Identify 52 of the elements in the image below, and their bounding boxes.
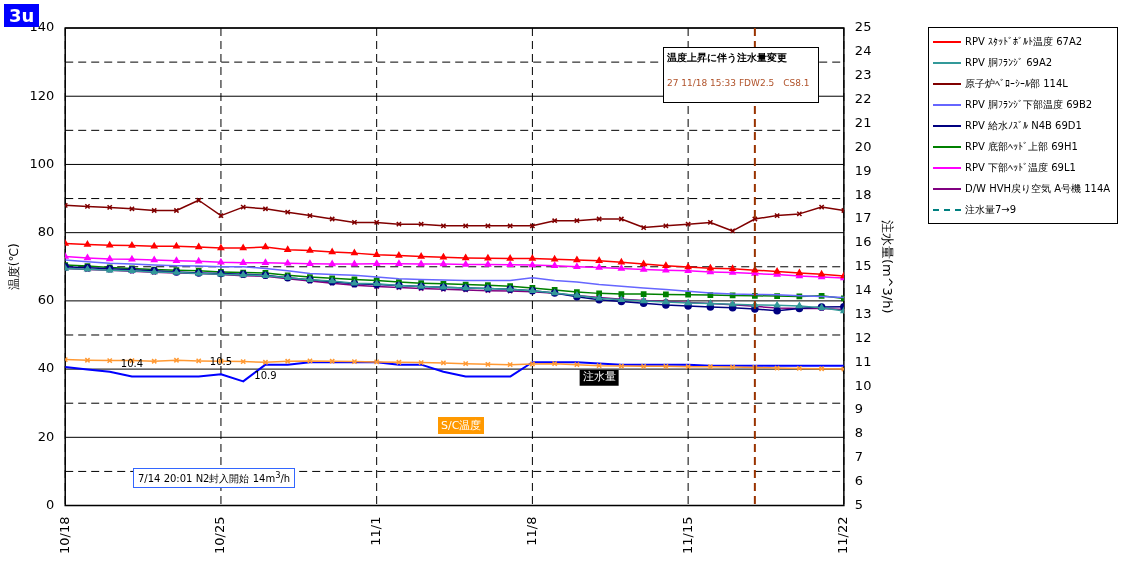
y2-tick-label: 10 (854, 377, 872, 393)
y-tick-label: 20 (37, 428, 55, 444)
legend-label: RPV ｽﾀｯﾄﾞﾎﾞﾙﾄ温度 67A2 (965, 34, 1083, 49)
y2-tick-label: 21 (854, 114, 872, 130)
y-tick-label: 40 (37, 360, 55, 376)
annotation: 注水量 (582, 370, 616, 384)
legend-label: RPV 胴ﾌﾗﾝｼﾞ下部温度 69B2 (965, 97, 1093, 112)
y2-tick-label: 22 (854, 91, 872, 107)
y2-tick-label: 17 (854, 210, 872, 226)
y2-tick-label: 6 (854, 473, 864, 489)
y2-tick-label: 19 (854, 162, 872, 178)
x-tick-label: 10/18 (56, 516, 72, 554)
y-tick-label: 60 (37, 292, 55, 308)
legend-label: D/W HVH戻り空気 A号機 114A (965, 181, 1111, 196)
annotation: 温度上昇に伴う注水量変更 (667, 51, 788, 65)
y-tick-label: 80 (37, 224, 55, 240)
y2-tick-label: 11 (854, 353, 872, 369)
y2-tick-label: 25 (854, 19, 872, 35)
y-tick-label: 100 (29, 155, 55, 171)
x-tick-label: 11/8 (523, 516, 539, 546)
annotation: S/C温度 (438, 417, 485, 434)
y2-tick-label: 12 (854, 329, 872, 345)
x-tick-label: 11/15 (679, 516, 695, 554)
legend-label: RPV 底部ﾍｯﾄﾞ上部 69H1 (965, 139, 1078, 154)
y2-tick-label: 5 (854, 496, 864, 512)
y-tick-label: 120 (29, 87, 55, 103)
legend-label: 注水量7→9 (965, 202, 1017, 217)
y2-axis-title: 注水量(m^3/h) (879, 219, 895, 314)
y-tick-label: 0 (45, 496, 55, 512)
data-label: 10.9 (254, 370, 277, 382)
annotation: 27 11/18 15:33 FDW2.5 CS8.1 (667, 77, 811, 90)
y2-tick-label: 24 (854, 43, 872, 59)
y-axis-title: 温度(℃) (7, 243, 22, 291)
y2-tick-label: 9 (854, 401, 864, 417)
data-label: 10.4 (120, 358, 144, 370)
y2-tick-label: 16 (854, 234, 872, 250)
y2-tick-label: 15 (854, 258, 872, 274)
x-tick-label: 11/22 (835, 516, 851, 554)
y2-tick-label: 13 (854, 305, 872, 321)
x-tick-label: 10/25 (212, 516, 228, 554)
y2-tick-label: 20 (854, 138, 872, 154)
x-tick-label: 11/1 (368, 516, 384, 546)
legend-label: 原子炉ﾍﾞﾛｰｼｰﾙ部 114L (965, 76, 1068, 91)
annotation: 7/14 20:01 N2封入開始 14m$^{3}$/h (133, 468, 296, 489)
y2-tick-label: 7 (854, 449, 864, 465)
y2-tick-label: 14 (854, 282, 872, 298)
legend-label: RPV 下部ﾍｯﾄﾞ温度 69L1 (965, 160, 1076, 175)
y2-tick-label: 18 (854, 186, 872, 202)
y2-tick-label: 23 (854, 67, 872, 83)
legend-label: RPV 給水ﾉｽﾞﾙ N4B 69D1 (965, 118, 1082, 133)
y2-tick-label: 8 (854, 425, 864, 441)
legend-label: RPV 胴ﾌﾗﾝｼﾞ 69A2 (965, 55, 1053, 70)
